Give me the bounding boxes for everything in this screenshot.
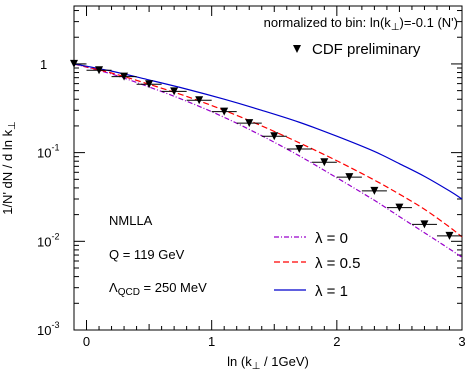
y-tick-labels: 1 10-1 10-2 10-3 bbox=[37, 57, 59, 338]
y-tick-label: 10-2 bbox=[37, 231, 59, 249]
y-tick-label: 10-1 bbox=[37, 143, 59, 161]
legend-data-label: CDF preliminary bbox=[312, 41, 421, 58]
data-point bbox=[411, 220, 437, 229]
y-tick-label: 1 bbox=[40, 57, 47, 72]
curve-lambda-1 bbox=[73, 63, 463, 238]
legend-data-marker bbox=[293, 45, 301, 53]
data-point bbox=[136, 80, 162, 89]
x-tick-label: 0 bbox=[83, 334, 90, 349]
x-tick-label: 2 bbox=[333, 334, 340, 349]
y-tick-label: 10-3 bbox=[37, 320, 59, 338]
data-point bbox=[286, 144, 312, 153]
data-points bbox=[70, 59, 462, 240]
plot-frame bbox=[73, 5, 463, 331]
data-point bbox=[186, 96, 212, 105]
curve-lambda-2 bbox=[73, 63, 463, 200]
curve-lambda-0 bbox=[73, 63, 463, 258]
annotation-lambda-qcd: ΛQCD = 250 MeV bbox=[109, 280, 207, 298]
data-point bbox=[386, 203, 412, 212]
x-tick-label: 1 bbox=[208, 334, 215, 349]
data-point bbox=[311, 158, 337, 167]
annotation-scheme: NMLLA bbox=[109, 213, 153, 228]
legend-curves: λ = 0 λ = 0.5 λ = 1 bbox=[274, 230, 360, 300]
legend-label-1: λ = 0.5 bbox=[315, 255, 360, 272]
x-tick-label: 3 bbox=[458, 334, 465, 349]
legend-data: CDF preliminary bbox=[293, 41, 421, 58]
data-point bbox=[261, 132, 287, 141]
data-point bbox=[361, 186, 387, 195]
data-point bbox=[111, 72, 137, 81]
legend-label-2: λ = 1 bbox=[315, 283, 348, 300]
x-tick-labels: 0 1 2 3 bbox=[83, 334, 466, 349]
data-point bbox=[211, 107, 237, 116]
data-point bbox=[336, 173, 362, 182]
data-point bbox=[70, 59, 87, 68]
data-point bbox=[236, 119, 262, 128]
legend-label-0: λ = 0 bbox=[315, 230, 348, 247]
y-axis-title: 1/N' dN / d ln k⊥ bbox=[0, 121, 18, 215]
x-axis-title: ln (k⊥ / 1GeV) bbox=[227, 354, 309, 372]
data-point bbox=[436, 231, 462, 240]
theory-curves bbox=[73, 63, 463, 258]
normalization-note: normalized to bin: ln(k⊥)=-0.1 (N') bbox=[264, 15, 458, 33]
data-point bbox=[86, 66, 112, 75]
data-point bbox=[161, 87, 187, 96]
annotation-q: Q = 119 GeV bbox=[109, 247, 185, 262]
